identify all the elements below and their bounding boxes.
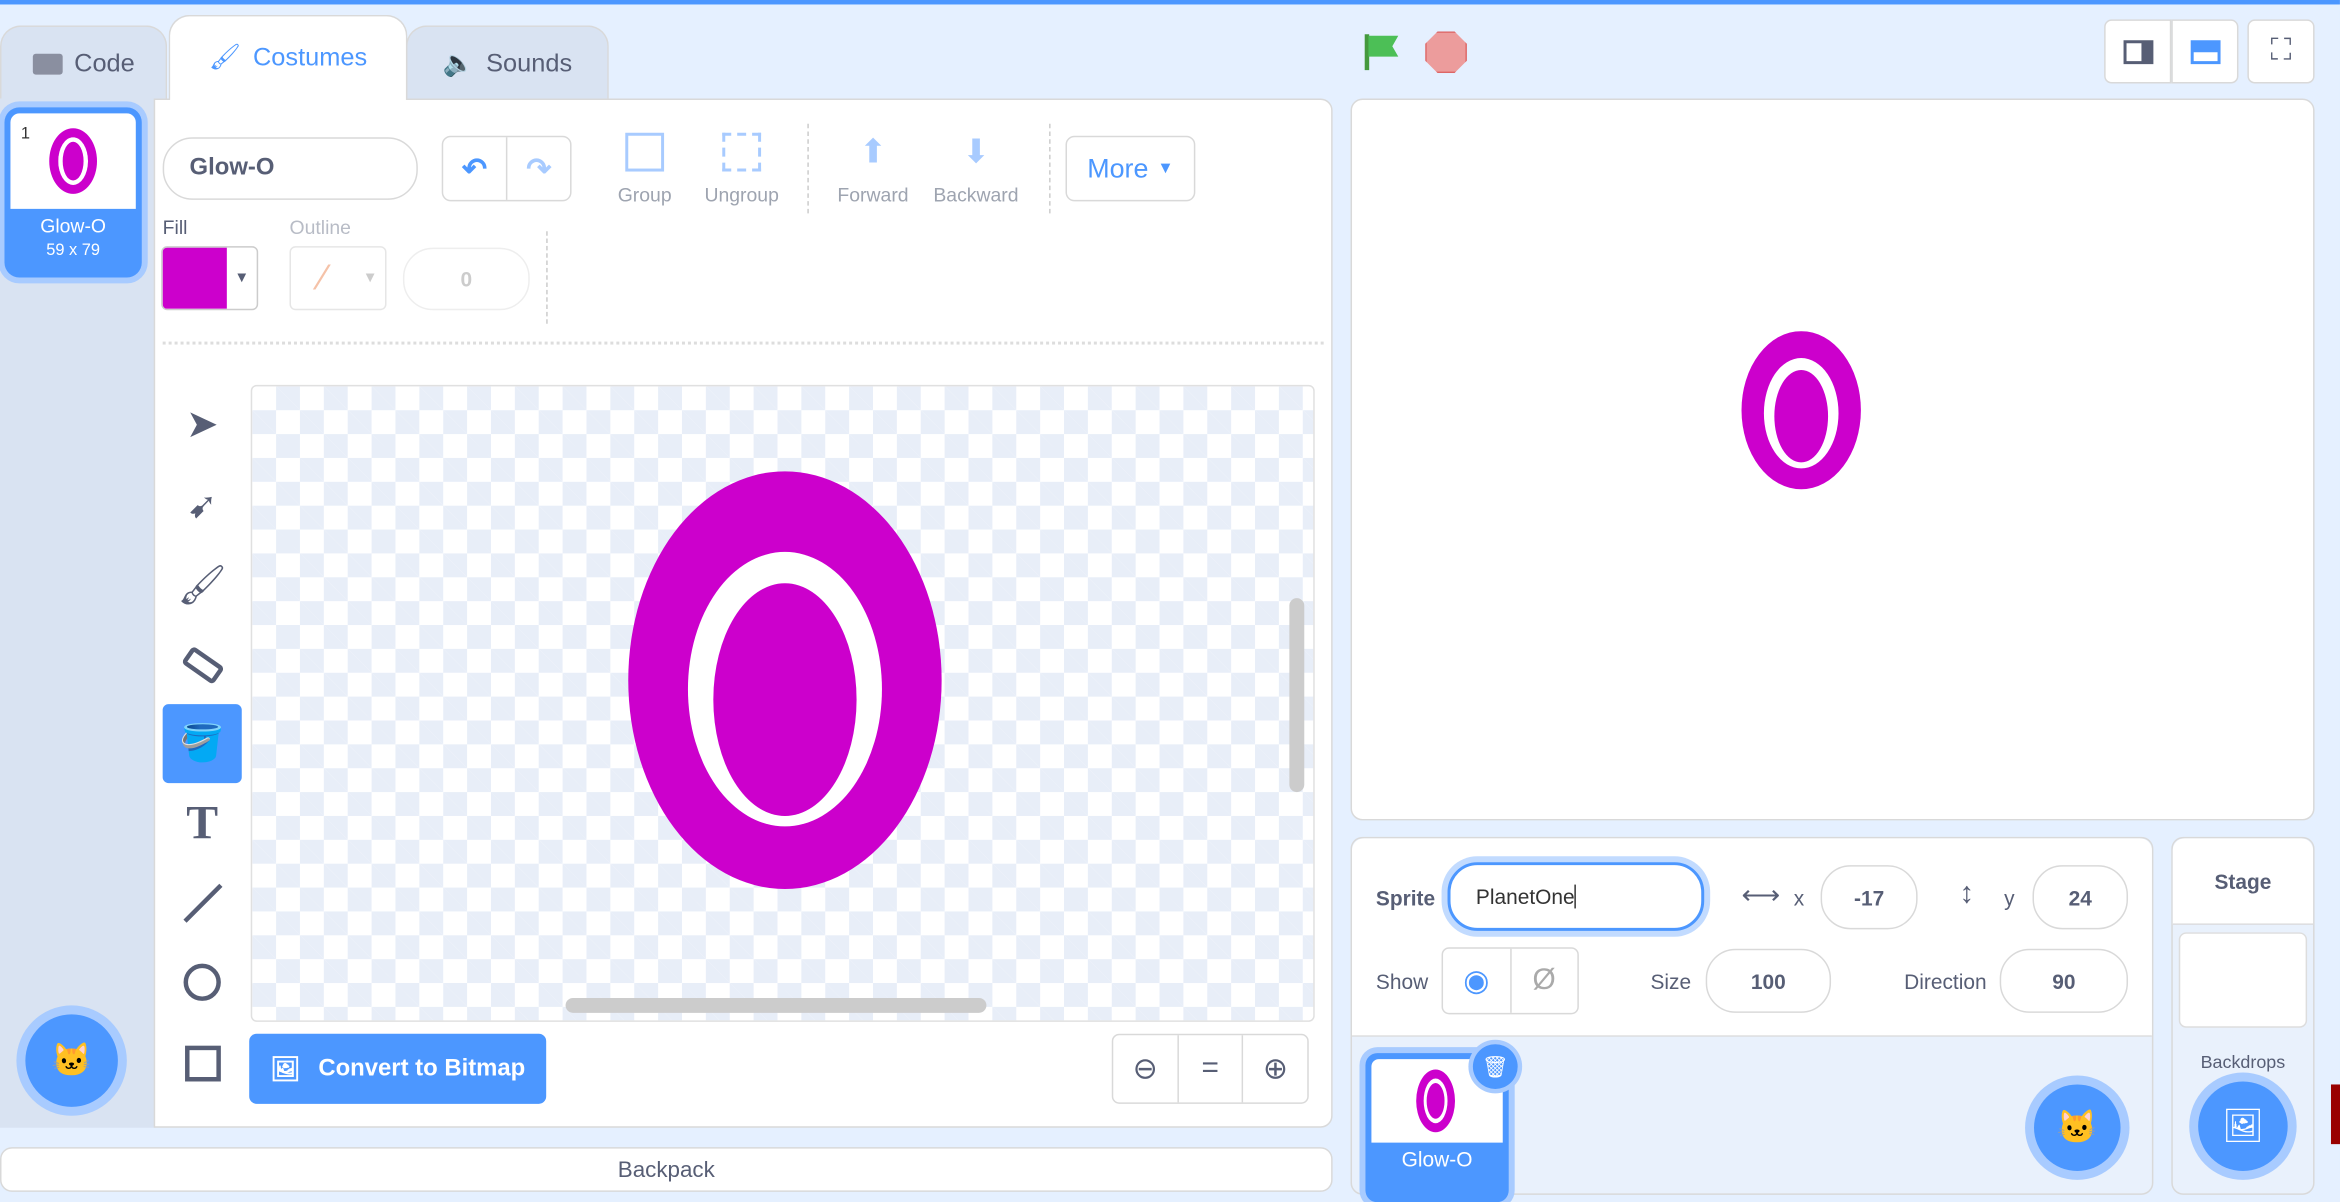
hide-button[interactable]: Ø [1511,949,1577,1013]
choose-costume-button[interactable]: 🐱 [25,1014,118,1107]
image-icon: 🖼 [270,1056,301,1083]
zoom-in-icon: ⊕ [1262,1053,1288,1086]
caret-down-icon: ▼ [1157,159,1174,178]
group-button[interactable]: Group [609,132,681,206]
forward-button[interactable]: ⬆ Forward [833,133,914,206]
divider [1049,123,1051,214]
tab-costumes[interactable]: 🖌 Costumes [168,14,408,100]
rectangle-icon [184,1044,221,1081]
zoom-out-icon: ⊖ [1132,1053,1158,1086]
tab-code[interactable]: Code [0,25,168,100]
direction-input[interactable]: 90 [1999,948,2129,1013]
small-stage-icon [2122,39,2153,64]
code-icon [32,52,63,74]
arrow-up-icon: ⬆ [859,132,887,171]
caret-down-icon: ▼ [234,269,250,287]
fullscreen-icon: ⛶ [2270,34,2292,68]
costume-name-input[interactable]: Glow-O [162,137,418,200]
eye-slash-icon: Ø [1532,963,1556,997]
line-tool[interactable] [163,864,242,943]
large-stage-button[interactable] [2171,19,2239,84]
eye-icon: ◉ [1463,965,1490,998]
arrow-down-icon: ⬇ [962,132,990,171]
green-flag-icon [1364,34,1399,71]
rectangle-tool[interactable] [163,1023,242,1102]
drawing-canvas[interactable] [250,384,1315,1022]
undo-redo-group: ↶ ↷ [441,135,572,202]
stop-button[interactable] [1425,31,1467,74]
horizontal-scrollbar[interactable] [565,997,987,1013]
cat-plus-icon: 🐱 [2056,1108,2098,1146]
backpack[interactable]: Backpack [0,1147,1333,1192]
vertical-arrows-icon: ↕ [1959,877,1975,910]
backdrop-thumbnail [2178,932,2308,1028]
zoom-in-button[interactable]: ⊕ [1244,1035,1308,1102]
redo-button[interactable]: ↷ [526,152,552,186]
more-button[interactable]: More ▼ [1065,135,1196,202]
size-input[interactable]: 100 [1705,948,1832,1013]
paint-bucket-icon: 🪣 [179,723,225,764]
stage-canvas[interactable] [1350,98,2315,821]
sprite-name-input[interactable]: PlanetOne [1447,862,1705,931]
eraser-tool[interactable] [163,625,242,704]
delete-sprite-button[interactable]: 🗑 [1472,1044,1518,1089]
convert-to-bitmap-button[interactable]: 🖼 Convert to Bitmap [249,1033,547,1104]
text-icon: T [186,795,219,849]
eraser-icon [180,644,225,685]
fill-swatch [162,247,227,309]
large-stage-icon [2189,39,2220,64]
ungroup-button[interactable]: Ungroup [698,132,785,206]
visibility-toggle: ◉ Ø [1441,947,1579,1015]
zoom-controls: ⊖ = ⊕ [1111,1033,1309,1104]
costume-item[interactable]: 1 Glow-O 59 x 79 [4,107,142,278]
x-input[interactable]: -17 [1820,865,1918,930]
show-button[interactable]: ◉ [1443,948,1511,1013]
no-outline-icon: ⁄ [320,257,327,298]
divider [162,341,1324,345]
zoom-reset-button[interactable]: = [1178,1035,1244,1103]
tab-sounds[interactable]: 🔈 Sounds [405,25,609,100]
brush-icon: 🖌 [208,43,242,72]
backward-button[interactable]: ⬇ Backward [928,133,1024,206]
horizontal-arrows-icon: ⟷ [1741,880,1781,910]
cat-plus-icon: 🐱 [51,1041,93,1079]
trash-icon: 🗑 [1482,1053,1509,1078]
circle-icon [183,963,221,1001]
select-tool[interactable]: ➤ [163,385,242,464]
costume-shape [628,471,942,890]
external-window-edge [2330,1084,2340,1145]
brush-tool[interactable]: 🖌 [163,546,242,625]
costume-thumbnail [49,128,97,194]
equals-icon: = [1201,1051,1219,1085]
zoom-out-button[interactable]: ⊖ [1113,1035,1179,1103]
small-stage-button[interactable] [2104,19,2172,84]
arrow-cursor-icon: ➤ [185,401,219,447]
sprite-on-stage [1741,331,1861,490]
divider [807,123,809,214]
group-icon [625,132,665,172]
circle-tool[interactable] [163,943,242,1022]
caret-down-icon: ▼ [362,269,378,287]
reshape-tool[interactable]: ➹ [163,467,242,546]
speaker-icon: 🔈 [442,48,475,77]
fullscreen-button[interactable]: ⛶ [2247,19,2315,84]
text-tool[interactable]: T [163,783,242,862]
y-input[interactable]: 24 [2032,865,2129,930]
outline-width-input[interactable]: 0 [402,247,530,311]
ungroup-icon [722,132,762,172]
choose-backdrop-button[interactable]: 🖼 [2198,1081,2288,1171]
brush-icon: 🖌 [177,562,227,608]
divider [546,231,548,324]
choose-sprite-button[interactable]: 🐱 [2034,1084,2121,1171]
image-plus-icon: 🖼 [2222,1106,2264,1145]
sprite-thumbnail [1416,1069,1455,1133]
reshape-icon: ➹ [187,486,218,527]
undo-button[interactable]: ↶ [443,137,508,200]
outline-color-picker[interactable]: ⁄ ▼ [289,246,387,311]
vertical-scrollbar[interactable] [1289,598,1305,793]
line-icon [182,883,222,923]
fill-color-picker[interactable]: ▼ [161,246,259,311]
fill-tool[interactable]: 🪣 [162,704,242,784]
